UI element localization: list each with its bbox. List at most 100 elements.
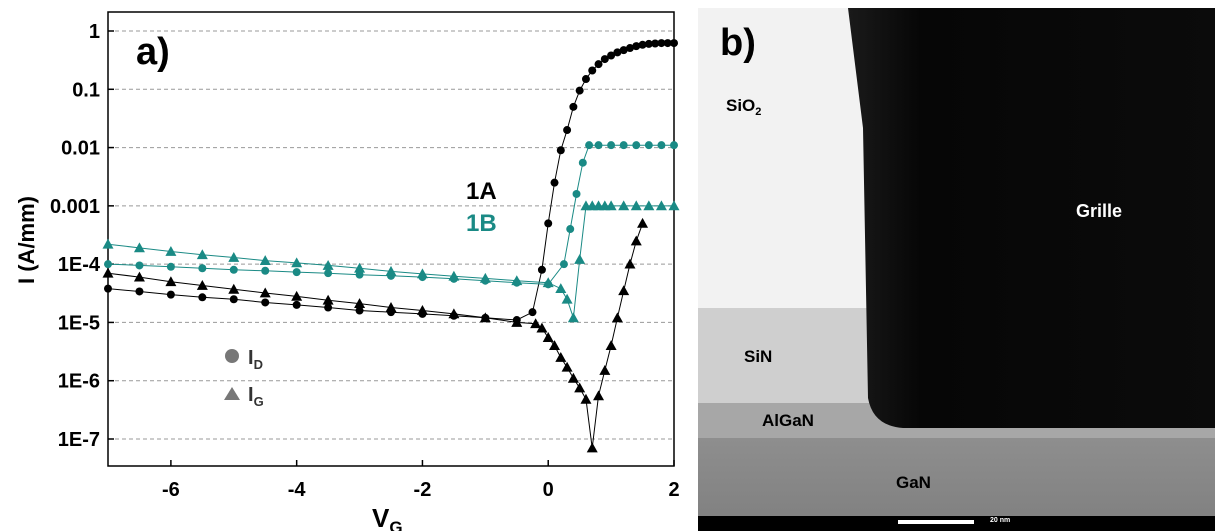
data-point-1B-ID xyxy=(292,268,301,277)
data-point-1A-ID xyxy=(644,39,653,48)
data-point-1A-IG xyxy=(228,283,240,294)
data-point-1B-IG xyxy=(416,268,428,279)
data-point-1B-IG xyxy=(259,255,271,266)
data-point-1B-ID xyxy=(594,141,603,150)
data-point-1B-ID xyxy=(657,141,666,150)
data-point-1B-IG xyxy=(479,272,491,283)
data-point-1B-ID xyxy=(607,141,616,150)
data-point-1A-ID xyxy=(619,46,628,55)
y-axis-ticks: 1 0.1 0.01 0.001 1E-4 1E-5 1E-6 1E-7 xyxy=(50,21,114,451)
series-markers xyxy=(102,39,680,453)
data-point-1A-ID xyxy=(528,308,537,317)
data-point-1A-IG xyxy=(196,280,208,290)
data-point-1B-IG xyxy=(448,270,460,281)
series-label-1b: 1B xyxy=(466,210,497,237)
data-point-1A-ID xyxy=(355,306,364,315)
data-point-1B-IG xyxy=(668,200,680,211)
data-point-1A-ID xyxy=(556,146,565,155)
data-point-1A-IG xyxy=(416,305,428,315)
data-point-1A-ID xyxy=(613,48,622,57)
data-point-1B-ID xyxy=(632,141,641,150)
data-point-1B-IG xyxy=(605,200,617,211)
x-tick-label: 0 xyxy=(543,479,554,501)
data-point-1B-IG xyxy=(630,200,642,211)
data-point-1A-ID xyxy=(575,86,584,95)
data-point-1A-ID xyxy=(581,75,590,84)
data-point-1B-ID xyxy=(166,262,175,271)
legend-circle-marker xyxy=(225,349,239,363)
series-label-1a: 1A xyxy=(466,178,497,205)
data-point-1A-ID xyxy=(600,55,609,64)
series-line-1A-IG xyxy=(107,223,644,449)
data-point-1A-IG xyxy=(618,285,630,296)
data-point-1A-IG xyxy=(102,267,114,278)
data-point-1A-IG xyxy=(611,312,623,323)
series-lines xyxy=(107,42,674,449)
data-point-1A-ID xyxy=(670,39,678,48)
data-point-1A-ID xyxy=(229,295,238,304)
data-point-1A-IG xyxy=(624,258,636,269)
data-point-1B-IG xyxy=(561,293,573,304)
data-point-1B-IG xyxy=(567,312,579,323)
data-point-1B-IG xyxy=(385,265,397,276)
y-tick-label: 0.1 xyxy=(72,79,100,101)
x-tick-label: 2 xyxy=(668,479,679,501)
y-tick-label: 1E-5 xyxy=(58,312,100,334)
x-tick-label: -6 xyxy=(162,479,180,501)
data-point-1A-ID xyxy=(625,44,634,53)
y-tick-label: 1E-4 xyxy=(58,254,101,276)
data-point-1B-ID xyxy=(644,141,653,150)
data-point-1A-ID xyxy=(261,298,270,307)
data-point-1A-IG xyxy=(291,290,303,301)
data-point-1A-ID xyxy=(607,51,616,60)
data-point-1B-IG xyxy=(542,277,554,288)
x-tick-label: -4 xyxy=(288,479,307,501)
data-point-1A-ID xyxy=(588,66,597,75)
panel-b-label: b) xyxy=(720,22,756,64)
data-point-1A-IG xyxy=(555,352,567,362)
y-tick-label: 0.001 xyxy=(50,196,100,218)
data-point-1A-IG xyxy=(605,340,617,351)
data-point-1A-ID xyxy=(198,293,207,302)
data-point-1A-IG xyxy=(599,364,611,375)
label-sin: SiN xyxy=(744,347,773,366)
label-grille: Grille xyxy=(1076,201,1123,221)
data-point-1B-IG xyxy=(618,200,630,211)
data-point-1B-IG xyxy=(322,259,334,270)
data-point-1B-IG xyxy=(354,262,366,273)
data-point-1B-ID xyxy=(670,141,678,150)
data-point-1B-IG xyxy=(102,238,114,249)
data-point-1B-IG xyxy=(574,254,586,264)
data-point-1B-ID xyxy=(559,260,568,269)
y-tick-label: 1E-7 xyxy=(58,429,100,451)
data-point-1B-IG xyxy=(555,283,567,294)
y-tick-label: 1E-6 xyxy=(58,371,100,393)
series-line-1B-ID xyxy=(107,144,674,285)
legend-ig-label: IG xyxy=(248,384,264,409)
data-point-1A-IG xyxy=(354,298,366,309)
scale-bar-text: 20 nm xyxy=(990,517,1011,524)
data-point-1B-IG xyxy=(228,252,240,262)
data-point-1A-ID xyxy=(563,126,572,135)
x-axis-label: VG xyxy=(372,503,403,531)
data-point-1A-ID xyxy=(594,60,603,69)
data-point-1A-IG xyxy=(630,235,642,246)
data-point-1A-ID xyxy=(544,219,553,228)
data-point-1B-ID xyxy=(229,265,238,274)
data-point-1A-IG xyxy=(580,393,592,404)
data-point-1A-ID xyxy=(632,42,641,51)
label-sio2: SiO2 xyxy=(726,96,762,118)
data-point-1A-IG xyxy=(479,312,491,323)
data-point-1B-IG xyxy=(133,242,145,253)
legend: ID IG xyxy=(224,347,264,409)
data-point-1A-ID xyxy=(135,287,144,296)
data-point-1B-IG xyxy=(511,275,523,286)
gate-region xyxy=(848,8,1215,428)
data-point-1A-IG xyxy=(561,361,573,372)
data-point-1B-ID xyxy=(578,158,587,167)
data-point-1A-IG xyxy=(549,340,561,351)
data-point-1A-ID xyxy=(569,102,578,111)
data-point-1B-IG xyxy=(291,257,303,268)
legend-id-label: ID xyxy=(248,347,263,372)
data-point-1B-ID xyxy=(566,225,575,234)
